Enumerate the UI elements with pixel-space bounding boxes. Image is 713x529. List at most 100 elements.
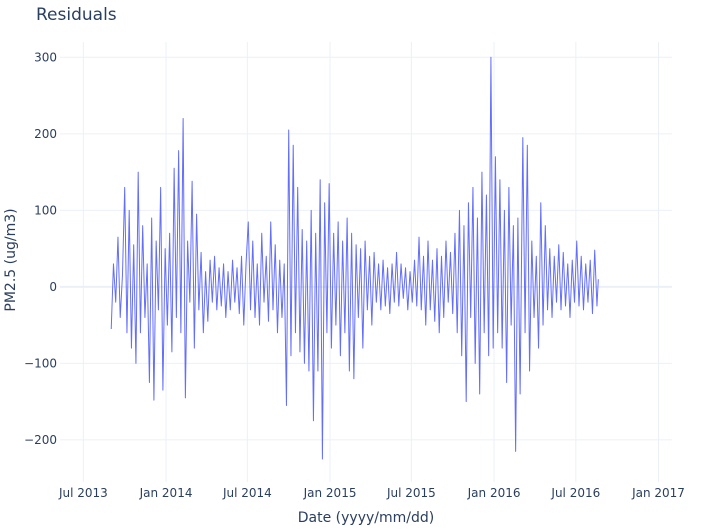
data-point — [271, 308, 274, 311]
data-point — [496, 331, 499, 334]
data-point — [582, 308, 585, 311]
data-point — [337, 220, 340, 223]
data-point — [278, 259, 281, 262]
y-tick-labels: 300 200 100 0 −100 −200 — [24, 50, 57, 447]
x-tick-label: Jan 2016 — [467, 486, 521, 500]
data-point — [501, 347, 504, 350]
data-point — [384, 305, 387, 308]
data-point — [319, 178, 322, 181]
data-point — [413, 259, 416, 262]
data-point — [586, 301, 589, 304]
data-point — [433, 320, 436, 323]
data-point — [420, 308, 423, 311]
data-point — [483, 331, 486, 334]
data-point — [451, 312, 454, 315]
data-point — [301, 228, 304, 231]
data-point — [139, 331, 142, 334]
data-point — [130, 347, 133, 350]
data-point — [121, 274, 124, 277]
x-tick-label: Jul 2015 — [386, 486, 436, 500]
data-point — [292, 144, 295, 147]
data-point — [188, 301, 191, 304]
data-point — [507, 186, 510, 189]
data-point — [524, 331, 527, 334]
data-point — [220, 305, 223, 308]
data-point — [533, 316, 536, 319]
data-point — [377, 262, 380, 265]
data-point — [132, 243, 135, 246]
data-point — [453, 232, 456, 235]
data-point — [141, 224, 144, 227]
data-point — [200, 251, 203, 254]
data-point — [505, 381, 508, 384]
data-point — [424, 324, 427, 327]
data-point — [521, 136, 524, 139]
data-point — [352, 377, 355, 380]
data-point — [166, 324, 169, 327]
data-point — [159, 186, 162, 189]
data-point — [298, 350, 301, 353]
data-point — [202, 331, 205, 334]
data-point — [267, 320, 270, 323]
data-point — [560, 308, 563, 311]
data-point — [537, 347, 540, 350]
data-point — [510, 324, 513, 327]
data-point — [375, 301, 378, 304]
data-point — [343, 331, 346, 334]
data-point — [123, 186, 126, 189]
data-point — [184, 396, 187, 399]
data-point — [406, 308, 409, 311]
data-point — [258, 324, 261, 327]
data-point — [161, 389, 164, 392]
data-point — [128, 209, 131, 212]
data-point — [487, 354, 490, 357]
data-point — [361, 347, 364, 350]
data-point — [143, 316, 146, 319]
data-point — [265, 255, 268, 258]
data-point — [492, 347, 495, 350]
data-point — [480, 171, 483, 174]
data-point — [465, 400, 468, 403]
data-point — [215, 308, 218, 311]
data-point — [400, 262, 403, 265]
data-point — [256, 262, 259, 265]
data-point — [438, 331, 441, 334]
y-axis-title: PM2.5 (ug/m3) — [3, 208, 19, 311]
data-point — [116, 236, 119, 239]
data-point — [359, 247, 362, 250]
data-point — [224, 316, 227, 319]
data-point — [512, 224, 515, 227]
data-point — [418, 236, 421, 239]
data-point — [231, 259, 234, 262]
data-point — [462, 224, 465, 227]
data-point — [157, 308, 160, 311]
data-point — [289, 354, 292, 357]
data-point — [125, 331, 128, 334]
data-point — [409, 270, 412, 273]
data-point — [249, 308, 252, 311]
data-point — [460, 354, 463, 357]
data-point — [213, 255, 216, 258]
data-point — [280, 316, 283, 319]
data-point — [346, 217, 349, 220]
data-point — [402, 297, 405, 300]
y-tick-label: −100 — [24, 356, 57, 370]
data-point — [577, 305, 580, 308]
data-point — [134, 362, 137, 365]
data-point — [514, 450, 517, 453]
data-point — [498, 178, 501, 181]
data-point — [260, 232, 263, 235]
data-point — [557, 243, 560, 246]
data-point — [330, 347, 333, 350]
data-point — [197, 308, 200, 311]
x-tick-label: Jul 2014 — [222, 486, 272, 500]
x-tick-label: Jan 2015 — [303, 486, 357, 500]
data-point — [444, 239, 447, 242]
data-point — [294, 331, 297, 334]
data-point — [114, 301, 117, 304]
data-point — [427, 239, 430, 242]
data-point — [494, 155, 497, 158]
data-point — [152, 399, 155, 402]
data-point — [544, 224, 547, 227]
